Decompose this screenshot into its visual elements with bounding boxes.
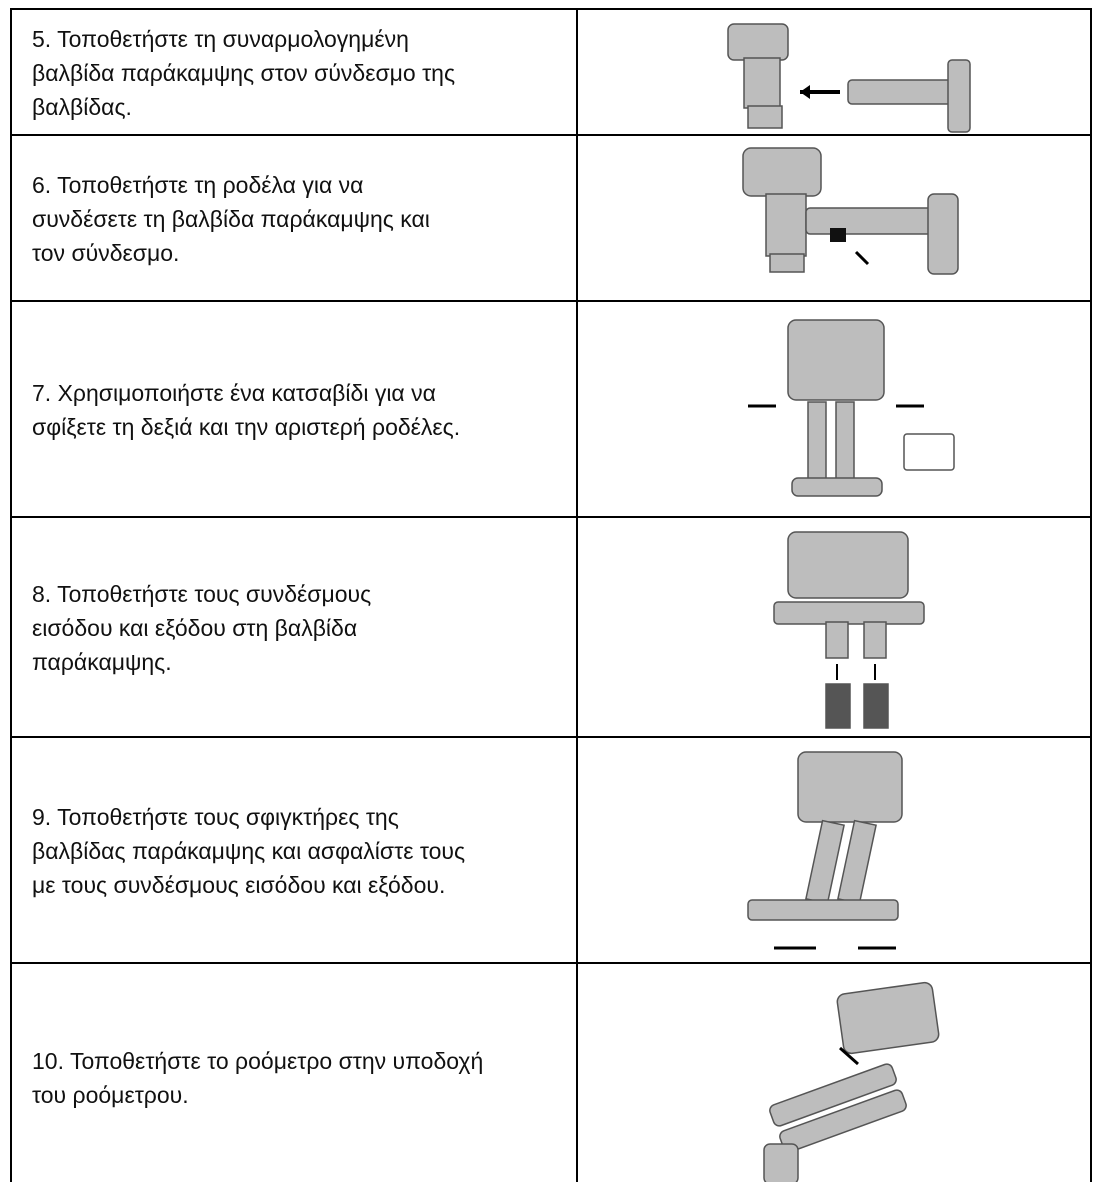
step-line: βαλβίδας. (32, 94, 132, 120)
step-row: 9. Τοποθετήστε τους σφιγκτήρες της βαλβίδ… (10, 736, 1092, 964)
step-row: 7. Χρησιμοποιήστε ένα κατσαβίδι για να σφ… (10, 300, 1092, 518)
step-line: βαλβίδα παράκαμψης στον σύνδεσμο της (32, 60, 456, 86)
step-line: 8. Τοποθετήστε τους συνδέσμους (32, 581, 372, 607)
step-text: 9. Τοποθετήστε τους σφιγκτήρες της βαλβίδ… (10, 738, 578, 964)
step-text: 7. Χρησιμοποιήστε ένα κατσαβίδι για να σφ… (10, 302, 578, 518)
step-row: 10. Τοποθετήστε το ροόμετρο στην υποδοχή… (10, 962, 1092, 1182)
step-row: 6. Τοποθετήστε τη ροδέλα για να συνδέσετε… (10, 134, 1092, 302)
step-illustration (578, 964, 1092, 1182)
step-line: 5. Τοποθετήστε τη συναρμολογημένη (32, 26, 409, 52)
step-illustration (578, 302, 1092, 518)
step-illustration (578, 10, 1092, 136)
step-line: του ροόμετρου. (32, 1082, 189, 1108)
step-line: 10. Τοποθετήστε το ροόμετρο στην υποδοχή (32, 1048, 484, 1074)
step-text: 10. Τοποθετήστε το ροόμετρο στην υποδοχή… (10, 964, 578, 1182)
step-illustration (578, 518, 1092, 738)
step-line: 9. Τοποθετήστε τους σφιγκτήρες της (32, 804, 399, 830)
step-line: τον σύνδεσμο. (32, 240, 180, 266)
step-line: βαλβίδας παράκαμψης και ασφαλίστε τους (32, 838, 466, 864)
step-line: 7. Χρησιμοποιήστε ένα κατσαβίδι για να (32, 380, 436, 406)
illustration (748, 319, 955, 497)
step-text: 8. Τοποθετήστε τους συνδέσμους εισόδου κα… (10, 518, 578, 738)
illustration (747, 751, 903, 950)
step-illustration (578, 136, 1092, 302)
step-line: 6. Τοποθετήστε τη ροδέλα για να (32, 172, 364, 198)
illustration (742, 147, 959, 275)
illustration (773, 531, 925, 729)
step-line: σφίξετε τη δεξιά και την αριστερή ροδέλε… (32, 414, 461, 440)
step-row: 5. Τοποθετήστε τη συναρμολογημένη βαλβίδα… (10, 8, 1092, 136)
step-row: 8. Τοποθετήστε τους συνδέσμους εισόδου κα… (10, 516, 1092, 738)
illustration (763, 981, 940, 1182)
step-line: εισόδου και εξόδου στη βαλβίδα (32, 615, 358, 641)
step-line: με τους συνδέσμους εισόδου και εξόδου. (32, 872, 446, 898)
step-line: συνδέσετε τη βαλβίδα παράκαμψης και (32, 206, 430, 232)
step-line: παράκαμψης. (32, 649, 172, 675)
step-illustration (578, 738, 1092, 964)
step-text: 5. Τοποθετήστε τη συναρμολογημένη βαλβίδα… (10, 10, 578, 136)
step-text: 6. Τοποθετήστε τη ροδέλα για να συνδέσετε… (10, 136, 578, 302)
illustration (727, 23, 971, 133)
